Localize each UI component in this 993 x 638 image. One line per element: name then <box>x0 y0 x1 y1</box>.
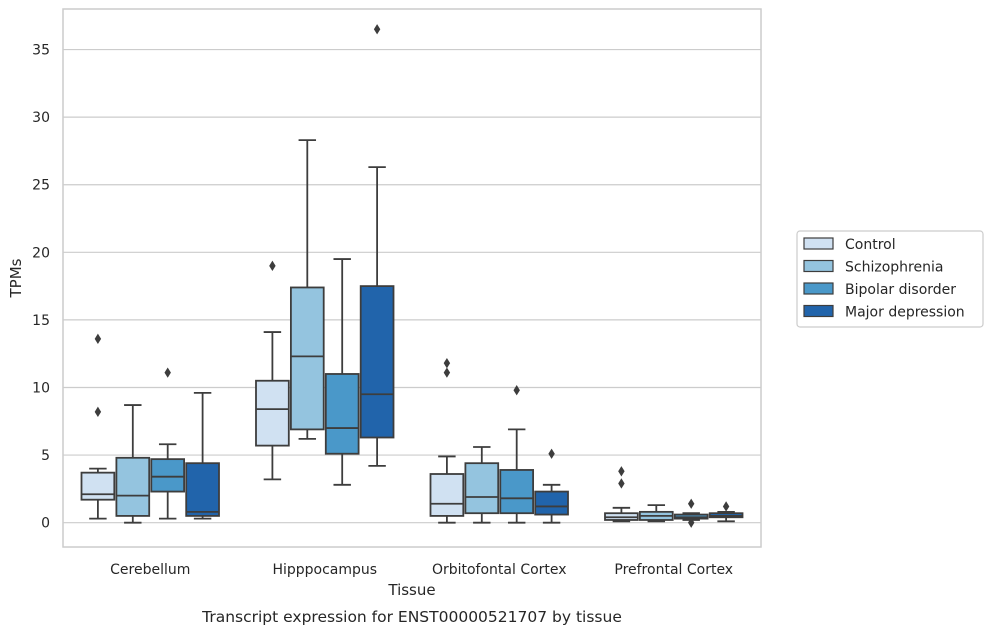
outlier-point <box>94 333 102 344</box>
outlier-point <box>269 260 276 271</box>
outlier-point <box>722 501 730 512</box>
y-tick-label: 0 <box>41 516 50 532</box>
outlier-point <box>94 406 102 417</box>
outlier-point <box>687 517 695 528</box>
box-body <box>359 285 395 439</box>
outlier-point <box>443 367 451 378</box>
x-tick-label: Prefrontal Cortex <box>614 562 733 578</box>
chart-caption: Transcript expression for ENST0000052170… <box>201 608 622 626</box>
outlier-point <box>548 448 555 459</box>
outlier-point <box>164 367 171 378</box>
box-bipolar-disorder-0 <box>150 367 186 520</box>
x-tick-label: Cerebellum <box>110 562 190 578</box>
box-body <box>80 471 116 501</box>
box-schizophrenia-1 <box>289 139 325 440</box>
box-control-0 <box>80 333 116 520</box>
box-major-depression-1 <box>359 24 395 467</box>
y-tick-label: 30 <box>32 110 50 126</box>
box-body <box>150 458 186 493</box>
legend: Control Schizophrenia Bipolar disorder Majo… <box>796 230 984 328</box>
legend-frame <box>796 230 984 328</box>
y-tick-label: 35 <box>32 43 50 59</box>
y-axis-label: TPMs <box>7 258 25 298</box>
legend-label: Control <box>845 237 896 253</box>
box-bipolar-disorder-2 <box>499 385 535 524</box>
y-tick-label: 15 <box>32 313 50 329</box>
outlier-point <box>443 358 451 369</box>
box-bipolar-disorder-1 <box>324 258 360 486</box>
box-body <box>115 456 151 517</box>
box-bipolar-disorder-3 <box>673 498 709 528</box>
box-body <box>429 473 465 517</box>
y-tick-label: 20 <box>32 245 50 261</box>
legend-label: Major depression <box>845 305 965 321</box>
x-axis-label: Tissue <box>387 581 435 599</box>
y-tick-labels: 0 5 10 15 20 25 30 35 <box>32 43 50 532</box>
legend-swatch <box>803 259 834 273</box>
box-body <box>324 373 360 455</box>
box-control-1 <box>255 260 290 481</box>
x-tick-labels: Cerebellum Hipppocampus Orbitofontal Corte… <box>110 562 733 578</box>
box-major-depression-3 <box>708 501 744 523</box>
grid-lines <box>63 48 761 524</box>
box-body <box>185 462 220 517</box>
box-body <box>499 469 535 515</box>
outlier-point <box>513 385 520 396</box>
y-tick-label: 5 <box>41 448 50 464</box>
outlier-point <box>618 466 625 477</box>
legend-label: Schizophrenia <box>845 260 943 276</box>
box-schizophrenia-0 <box>115 404 151 524</box>
outlier-point <box>373 24 381 35</box>
legend-swatch <box>803 282 834 295</box>
box-major-depression-2 <box>534 448 569 524</box>
box-body <box>464 462 500 515</box>
box-body <box>255 379 290 447</box>
box-schizophrenia-2 <box>464 446 500 524</box>
box-schizophrenia-3 <box>638 504 674 523</box>
box-series-group <box>80 24 744 528</box>
box-body <box>534 490 569 516</box>
legend-label: Bipolar disorder <box>845 282 956 298</box>
box-control-3 <box>604 466 639 523</box>
outlier-point <box>687 498 695 509</box>
box-major-depression-0 <box>185 391 220 520</box>
y-tick-label: 25 <box>32 178 50 194</box>
box-control-2 <box>429 358 465 524</box>
box-body <box>289 286 325 431</box>
y-tick-label: 10 <box>32 380 50 396</box>
x-tick-label: Hipppocampus <box>272 562 377 578</box>
plot-area-frame <box>62 8 762 548</box>
x-tick-label: Orbitofontal Cortex <box>432 562 567 578</box>
legend-swatch <box>803 304 834 318</box>
legend-swatch <box>803 237 834 250</box>
outlier-point <box>618 478 625 489</box>
